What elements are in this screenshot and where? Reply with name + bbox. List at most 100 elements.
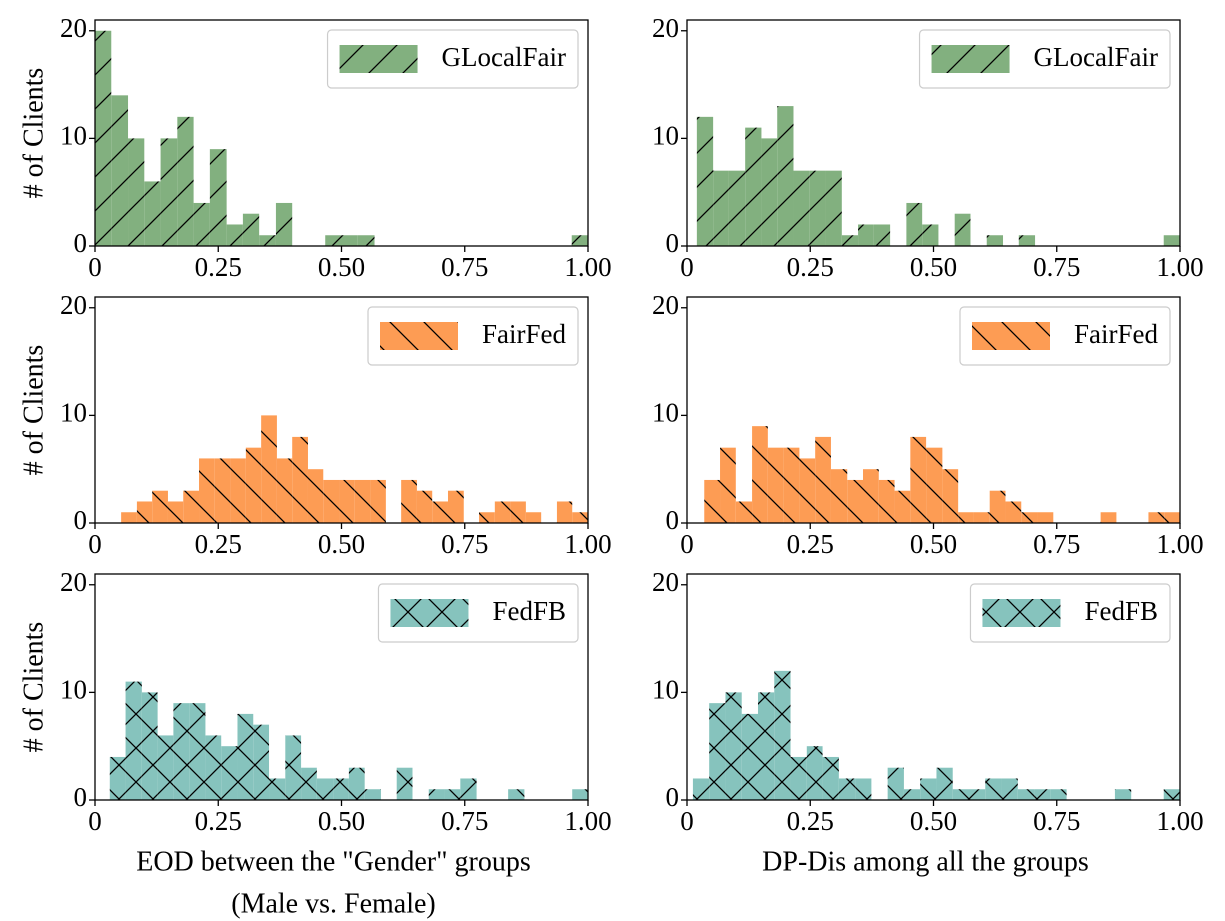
- bar: [292, 436, 308, 523]
- bar: [1018, 235, 1036, 246]
- bar: [873, 224, 891, 246]
- bar: [237, 713, 254, 800]
- bar: [460, 778, 477, 800]
- bar: [1163, 235, 1180, 246]
- bar: [364, 789, 381, 800]
- y-axis-label: # of Clients: [18, 622, 49, 753]
- x-tick-label: 0: [88, 806, 102, 836]
- x-tick-label: 0.25: [787, 529, 834, 559]
- bar: [936, 767, 953, 800]
- bar: [341, 235, 358, 246]
- bar: [942, 469, 959, 523]
- bar: [894, 490, 911, 523]
- bar: [510, 501, 526, 523]
- x-tick-label: 0.75: [1033, 806, 1080, 836]
- bar: [815, 436, 831, 523]
- y-tick-label: 20: [60, 567, 87, 597]
- bar: [205, 735, 222, 800]
- x-tick-label: 1.00: [564, 252, 611, 282]
- bar: [357, 235, 375, 246]
- bar: [109, 756, 126, 800]
- x-axis-label: DP-Dis among all the groups: [762, 846, 1089, 877]
- bar: [1148, 512, 1165, 523]
- bar: [221, 746, 238, 800]
- legend-box: [918, 29, 1171, 89]
- bar: [709, 703, 726, 800]
- bar: [858, 224, 874, 246]
- y-tick-label: 20: [652, 13, 679, 43]
- x-tick-label: 0.50: [318, 806, 365, 836]
- bar: [986, 235, 1004, 246]
- bar: [696, 116, 714, 246]
- x-tick-label: 0.75: [441, 252, 488, 282]
- x-tick-label: 0: [680, 252, 694, 282]
- bar: [141, 692, 158, 800]
- bar: [704, 479, 721, 523]
- bar: [230, 458, 246, 523]
- legend-swatch: [380, 322, 458, 350]
- x-tick-label: 0: [88, 252, 102, 282]
- bar: [1100, 512, 1117, 523]
- bar: [922, 224, 939, 246]
- bar: [307, 469, 324, 523]
- bar: [95, 30, 112, 247]
- bar: [806, 746, 823, 800]
- y-tick-label: 0: [74, 782, 88, 812]
- bar: [761, 138, 778, 246]
- bar: [348, 767, 365, 800]
- bar: [952, 789, 969, 800]
- bar: [209, 149, 227, 246]
- legend-label: GLocalFair: [1034, 42, 1158, 72]
- bar: [1017, 789, 1035, 800]
- bar: [903, 789, 921, 800]
- bar: [989, 490, 1006, 523]
- y-tick-label: 0: [74, 228, 88, 258]
- bar: [728, 170, 746, 246]
- bar: [508, 789, 525, 800]
- bar: [259, 235, 276, 246]
- bar: [825, 170, 842, 246]
- legend-swatch: [390, 599, 469, 627]
- bar: [799, 458, 816, 523]
- bar: [809, 170, 826, 246]
- bar: [525, 512, 542, 523]
- bar: [479, 512, 495, 523]
- bar: [920, 778, 937, 800]
- legend-box: [367, 306, 579, 366]
- bar: [1114, 789, 1132, 800]
- x-tick-label: 1.00: [1156, 806, 1203, 836]
- bar: [401, 479, 417, 523]
- bar: [444, 789, 461, 800]
- legend-swatch: [931, 45, 1010, 73]
- y-tick-label: 0: [666, 782, 680, 812]
- bar: [572, 789, 588, 800]
- legend: GLocalFair: [918, 29, 1171, 89]
- y-tick-label: 10: [652, 398, 679, 428]
- y-tick-label: 10: [60, 675, 87, 705]
- bar: [301, 767, 317, 800]
- bar: [741, 713, 758, 800]
- bar: [396, 767, 413, 800]
- x-tick-label: 0.25: [195, 252, 242, 282]
- legend-label: FedFB: [492, 596, 566, 626]
- y-tick-label: 0: [666, 228, 680, 258]
- bar: [275, 202, 293, 246]
- legend: FairFed: [367, 306, 579, 366]
- bar: [432, 501, 448, 523]
- bar: [1001, 778, 1018, 800]
- y-tick-label: 20: [652, 567, 679, 597]
- y-tick-label: 0: [666, 505, 680, 535]
- x-tick-label: 0.75: [441, 529, 488, 559]
- bar: [214, 458, 231, 523]
- x-tick-label: 0.75: [1033, 252, 1080, 282]
- x-tick-label: 1.00: [564, 806, 611, 836]
- legend-label: GLocalFair: [442, 42, 566, 72]
- x-tick-label: 1.00: [1156, 529, 1203, 559]
- bar: [1164, 512, 1180, 523]
- y-axis-label: # of Clients: [18, 68, 49, 199]
- bar: [447, 490, 464, 523]
- bar: [416, 490, 433, 523]
- bar: [720, 447, 736, 523]
- bar: [1021, 512, 1038, 523]
